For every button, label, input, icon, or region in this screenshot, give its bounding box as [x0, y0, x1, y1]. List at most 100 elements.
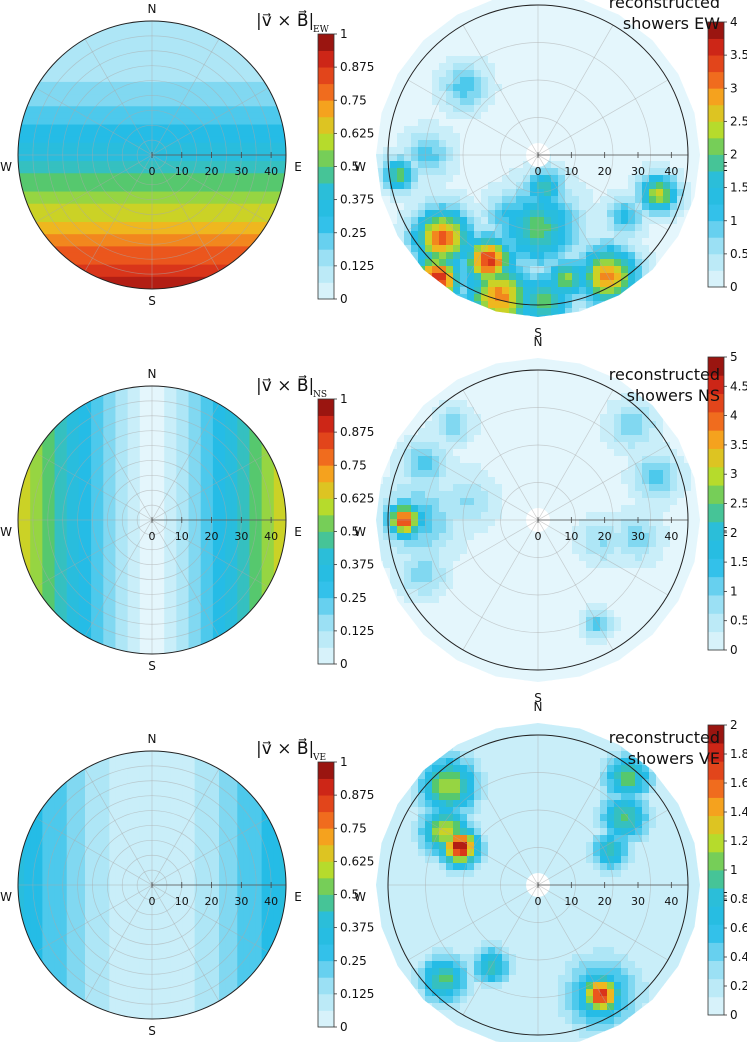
density-cell [621, 512, 629, 520]
density-cell [544, 730, 552, 738]
density-cell [502, 659, 510, 667]
density-cell [516, 673, 524, 681]
density-cell [684, 414, 692, 422]
density-cell [376, 203, 384, 211]
density-cell [670, 63, 678, 71]
density-cell [453, 435, 461, 443]
density-cell [649, 280, 657, 288]
density-cell [551, 561, 559, 569]
density-cell [663, 287, 671, 295]
density-cell [558, 596, 566, 604]
density-cell [698, 435, 706, 443]
density-cell [621, 308, 629, 316]
density-cell [432, 603, 440, 611]
density-cell [586, 666, 594, 674]
density-cell [530, 182, 538, 190]
density-cell [509, 582, 517, 590]
density-cell [677, 210, 685, 218]
density-cell [495, 463, 503, 471]
density-cell [523, 91, 531, 99]
density-cell [656, 287, 664, 295]
colorbar-segment [708, 121, 724, 138]
colorbar-segment [318, 167, 334, 184]
density-cell [495, 168, 503, 176]
colorbar-segment [318, 482, 334, 499]
colorbar-segment [708, 412, 724, 431]
density-cell [502, 63, 510, 71]
density-cell [656, 575, 664, 583]
density-cell [656, 456, 664, 464]
density-cell [467, 70, 475, 78]
density-cell [607, 217, 615, 225]
density-cell [453, 442, 461, 450]
density-cell [467, 582, 475, 590]
density-cell [565, 308, 573, 316]
density-cell [628, 603, 636, 611]
density-cell [607, 407, 615, 415]
density-cell [376, 280, 384, 288]
density-cell [544, 7, 552, 15]
density-cell [698, 238, 706, 246]
density-cell [593, 294, 601, 302]
density-cell [670, 568, 678, 576]
density-cell [474, 294, 482, 302]
density-cell [404, 526, 412, 534]
density-cell [670, 126, 678, 134]
density-cell [509, 610, 517, 618]
density-cell [530, 575, 538, 583]
density-cell [432, 308, 440, 316]
density-cell [376, 547, 384, 555]
density-cell [530, 358, 538, 366]
density-cell [684, 421, 692, 429]
density-cell [572, 196, 580, 204]
density-cell [495, 301, 503, 309]
density-cell [600, 421, 608, 429]
density-cell [593, 723, 601, 731]
density-cell [390, 70, 398, 78]
density-cell [621, 610, 629, 618]
density-cell [453, 210, 461, 218]
density-cell [404, 91, 412, 99]
density-cell [397, 119, 405, 127]
density-cell [670, 680, 678, 688]
density-cell [565, 596, 573, 604]
density-cell [425, 463, 433, 471]
density-cell [481, 449, 489, 457]
density-cell [656, 652, 664, 660]
density-cell [614, 49, 622, 57]
density-cell [460, 589, 468, 597]
density-cell [600, 294, 608, 302]
density-cell [390, 491, 398, 499]
density-cell [390, 280, 398, 288]
density-cell [565, 386, 573, 394]
density-cell [537, 358, 545, 366]
density-cell [453, 245, 461, 253]
density-cell [551, 568, 559, 576]
density-cell [642, 575, 650, 583]
density-cell [656, 266, 664, 274]
density-cell [551, 168, 559, 176]
density-cell [460, 217, 468, 225]
density-cell [404, 196, 412, 204]
density-cell [530, 568, 538, 576]
density-cell [411, 0, 419, 8]
density-cell [488, 624, 496, 632]
density-cell [474, 70, 482, 78]
density-cell [439, 49, 447, 57]
density-cell [411, 414, 419, 422]
density-cell [621, 624, 629, 632]
density-cell [649, 428, 657, 436]
density-cell [614, 589, 622, 597]
density-cell [488, 259, 496, 267]
density-cell [376, 358, 384, 366]
density-cell [572, 28, 580, 36]
density-cell [418, 603, 426, 611]
density-cell [488, 505, 496, 513]
density-cell [404, 140, 412, 148]
density-cell [607, 400, 615, 408]
density-cell [621, 603, 629, 611]
density-cell [404, 238, 412, 246]
density-cell [684, 63, 692, 71]
colorbar-tick-label: 3.5 [730, 438, 747, 452]
density-cell [460, 294, 468, 302]
